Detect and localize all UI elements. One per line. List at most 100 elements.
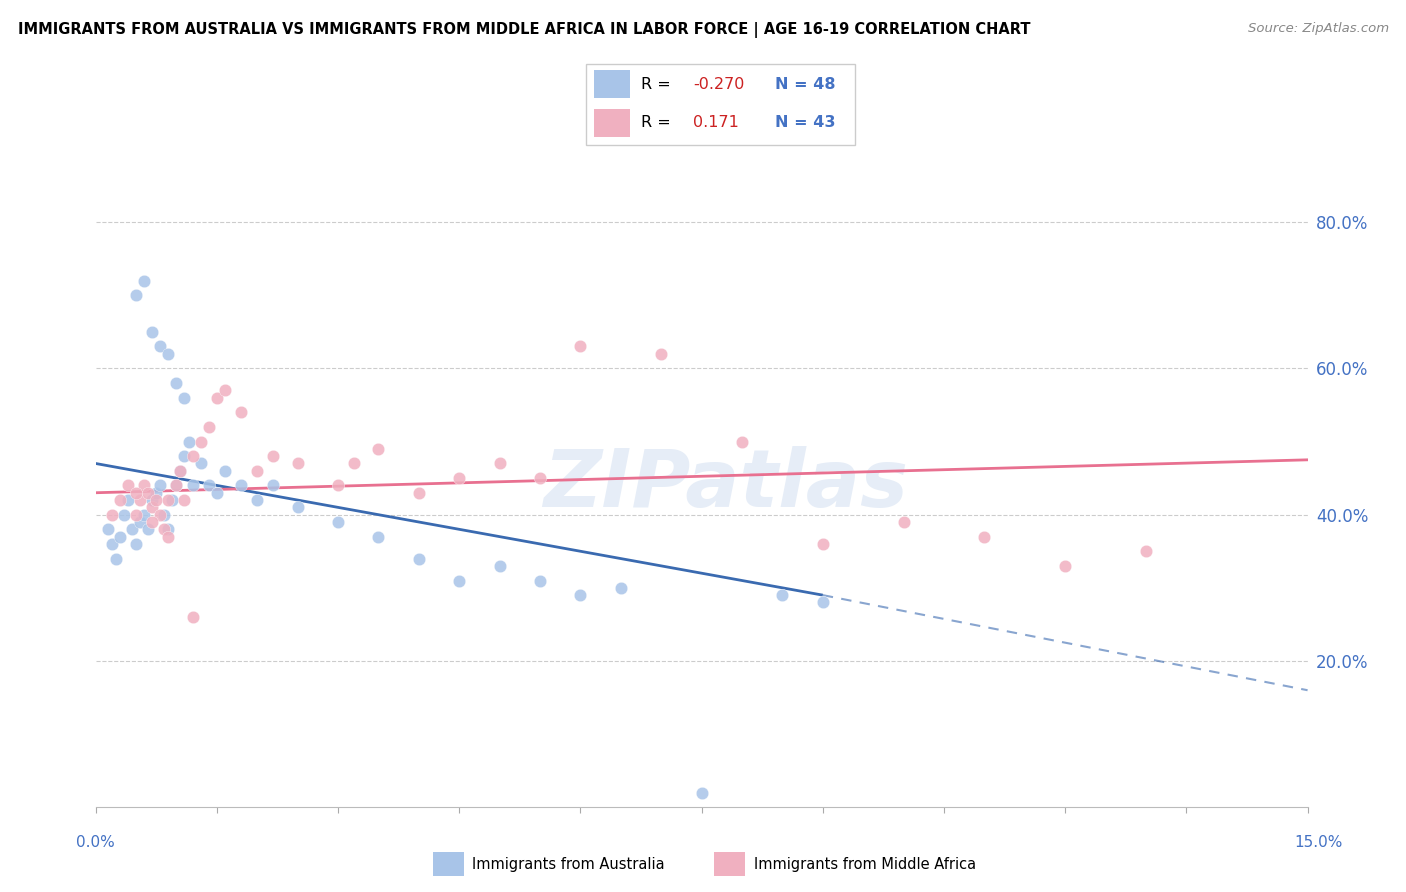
Point bbox=[326, 515, 349, 529]
Point bbox=[157, 493, 180, 508]
Point bbox=[408, 485, 430, 500]
Point bbox=[893, 515, 915, 529]
Text: 0.0%: 0.0% bbox=[76, 836, 115, 850]
Point bbox=[488, 457, 510, 471]
Point bbox=[1054, 558, 1077, 573]
Point bbox=[190, 434, 212, 449]
Point bbox=[246, 464, 269, 478]
Point bbox=[153, 522, 176, 536]
Point bbox=[165, 478, 187, 492]
Point bbox=[136, 522, 159, 536]
Point bbox=[125, 508, 148, 522]
Point bbox=[181, 449, 204, 463]
Point bbox=[157, 347, 180, 361]
Point bbox=[367, 530, 389, 544]
Text: ZIPatlas: ZIPatlas bbox=[543, 446, 908, 524]
Point bbox=[117, 478, 139, 492]
Point bbox=[100, 508, 122, 522]
Point bbox=[770, 588, 793, 602]
Point bbox=[108, 493, 131, 508]
Text: N = 48: N = 48 bbox=[776, 77, 837, 92]
Point bbox=[173, 449, 195, 463]
Point bbox=[125, 485, 148, 500]
Point bbox=[529, 574, 551, 588]
Point bbox=[141, 325, 163, 339]
Point bbox=[190, 457, 212, 471]
Point bbox=[132, 478, 155, 492]
Point bbox=[367, 442, 389, 456]
Point bbox=[173, 493, 195, 508]
Point bbox=[197, 478, 219, 492]
FancyBboxPatch shape bbox=[595, 109, 630, 137]
FancyBboxPatch shape bbox=[586, 64, 855, 145]
Point bbox=[177, 434, 200, 449]
Text: N = 43: N = 43 bbox=[776, 115, 837, 129]
Point bbox=[488, 558, 510, 573]
Point bbox=[121, 522, 143, 536]
Point bbox=[149, 478, 172, 492]
Point bbox=[287, 457, 309, 471]
Point bbox=[973, 530, 995, 544]
Point bbox=[205, 391, 228, 405]
Point bbox=[731, 434, 754, 449]
Point bbox=[117, 493, 139, 508]
Point bbox=[169, 464, 191, 478]
Point bbox=[165, 376, 187, 390]
Text: R =: R = bbox=[641, 115, 671, 129]
Point bbox=[246, 493, 269, 508]
Point bbox=[173, 391, 195, 405]
Point bbox=[104, 551, 127, 566]
Point bbox=[811, 595, 834, 609]
Point bbox=[1135, 544, 1157, 558]
Point bbox=[97, 522, 120, 536]
Point bbox=[132, 274, 155, 288]
Point bbox=[141, 500, 163, 515]
Point bbox=[569, 588, 592, 602]
Point bbox=[326, 478, 349, 492]
Point bbox=[197, 420, 219, 434]
Point bbox=[136, 485, 159, 500]
Text: Immigrants from Middle Africa: Immigrants from Middle Africa bbox=[754, 857, 976, 871]
Point bbox=[141, 515, 163, 529]
FancyBboxPatch shape bbox=[595, 70, 630, 98]
Text: IMMIGRANTS FROM AUSTRALIA VS IMMIGRANTS FROM MIDDLE AFRICA IN LABOR FORCE | AGE : IMMIGRANTS FROM AUSTRALIA VS IMMIGRANTS … bbox=[18, 22, 1031, 38]
Point bbox=[100, 537, 122, 551]
Point bbox=[149, 339, 172, 353]
Point bbox=[287, 500, 309, 515]
Point bbox=[165, 478, 187, 492]
Point bbox=[529, 471, 551, 485]
Point bbox=[125, 537, 148, 551]
Text: R =: R = bbox=[641, 77, 671, 92]
Point bbox=[129, 515, 152, 529]
Point bbox=[145, 485, 167, 500]
Point bbox=[449, 574, 471, 588]
Text: 15.0%: 15.0% bbox=[1295, 836, 1343, 850]
Point bbox=[229, 405, 252, 419]
Text: Source: ZipAtlas.com: Source: ZipAtlas.com bbox=[1249, 22, 1389, 36]
Point bbox=[811, 537, 834, 551]
Point bbox=[214, 384, 236, 398]
Point bbox=[569, 339, 592, 353]
Text: -0.270: -0.270 bbox=[693, 77, 745, 92]
Point bbox=[169, 464, 191, 478]
Point bbox=[205, 485, 228, 500]
Point bbox=[141, 493, 163, 508]
Text: 0.171: 0.171 bbox=[693, 115, 740, 129]
Point bbox=[262, 449, 284, 463]
Point bbox=[145, 493, 167, 508]
Point bbox=[162, 493, 184, 508]
Point bbox=[153, 508, 176, 522]
Bar bbox=[433, 853, 464, 876]
Point bbox=[229, 478, 252, 492]
Point bbox=[449, 471, 471, 485]
Point bbox=[610, 581, 633, 595]
Point bbox=[214, 464, 236, 478]
Text: Immigrants from Australia: Immigrants from Australia bbox=[472, 857, 665, 871]
Point bbox=[408, 551, 430, 566]
Bar bbox=[714, 853, 745, 876]
Point bbox=[343, 457, 366, 471]
Point bbox=[181, 478, 204, 492]
Point bbox=[262, 478, 284, 492]
Point bbox=[690, 786, 713, 800]
Point bbox=[157, 522, 180, 536]
